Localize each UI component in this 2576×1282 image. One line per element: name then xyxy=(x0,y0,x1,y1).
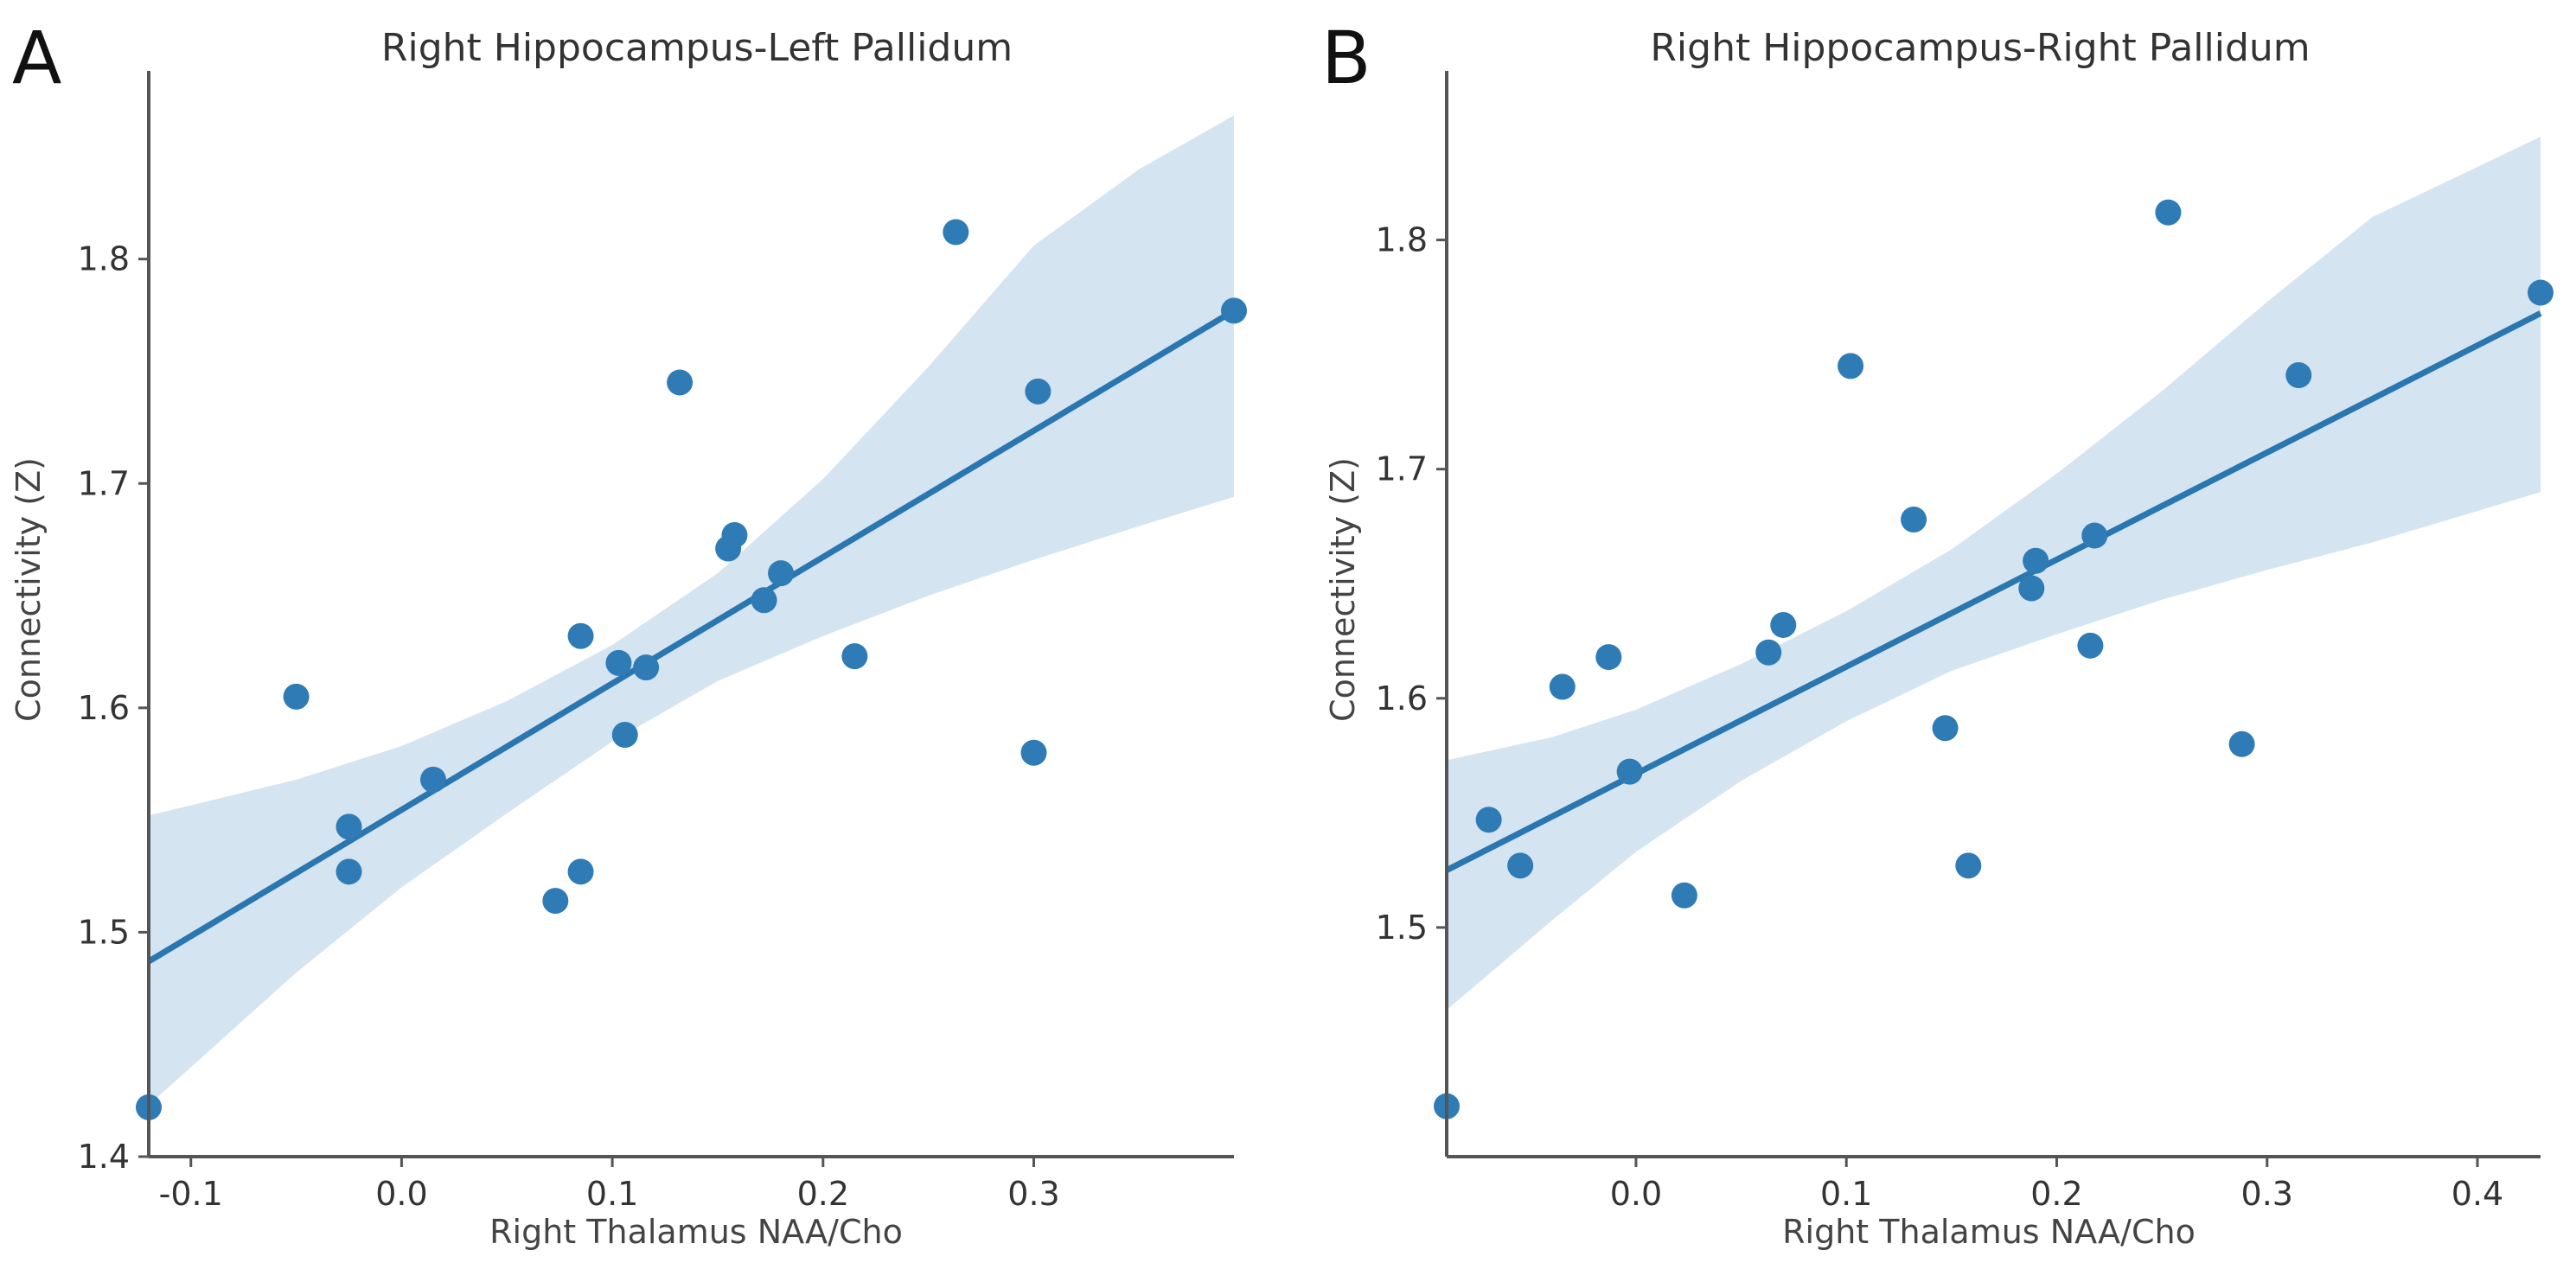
scatter-point-b-6 xyxy=(1616,758,1643,785)
scatter-point-b-12 xyxy=(1932,715,1959,742)
x-tick-label-a-3: 0.2 xyxy=(797,1175,849,1213)
scatter-point-a-19 xyxy=(1020,739,1047,766)
scatter-point-a-10 xyxy=(611,721,638,748)
scatter-point-a-5 xyxy=(419,766,446,793)
scatter-point-a-4 xyxy=(336,858,362,885)
y-tick-label-a-1: 1.5 xyxy=(78,913,130,951)
scatter-point-a-9 xyxy=(605,649,632,676)
scatter-point-b-11 xyxy=(1901,507,1927,533)
x-axis-label-a: Right Thalamus NAA/Cho xyxy=(489,1213,903,1251)
scatter-point-a-2 xyxy=(283,683,310,710)
y-tick-label-a-4: 1.8 xyxy=(78,240,130,278)
scatter-point-b-13 xyxy=(1955,852,1982,879)
y-axis-label-b: Connectivity (Z) xyxy=(1324,457,1362,722)
y-axis-label-a: Connectivity (Z) xyxy=(10,457,48,722)
panel-b: B Right Hippocampus-Right Pallidum Right… xyxy=(1321,16,2554,1251)
scatter-point-a-18 xyxy=(943,219,969,246)
chart-title-b: Right Hippocampus-Right Pallidum xyxy=(1650,26,2310,70)
scatter-point-a-11 xyxy=(633,654,660,681)
x-tick-label-b-2: 0.2 xyxy=(2030,1175,2082,1213)
y-tick-label-b-1: 1.6 xyxy=(1376,679,1428,718)
scatter-point-b-15 xyxy=(2023,547,2049,574)
scatter-point-b-20 xyxy=(2285,361,2312,388)
scatter-point-a-8 xyxy=(567,858,594,885)
chart-title-a: Right Hippocampus-Left Pallidum xyxy=(381,26,1013,70)
panel-letter-a: A xyxy=(12,16,61,100)
scatter-point-a-12 xyxy=(667,369,694,396)
regression-line-b xyxy=(1445,310,2542,873)
scatter-point-a-14 xyxy=(721,521,748,548)
scatter-point-a-21 xyxy=(1221,297,1247,324)
x-tick-label-b-0: 0.0 xyxy=(1610,1175,1662,1213)
x-tick-label-a-4: 0.3 xyxy=(1007,1175,1059,1213)
scatter-point-b-21 xyxy=(2528,279,2554,306)
y-tick-label-b-2: 1.7 xyxy=(1376,450,1428,488)
x-tick-label-b-4: 0.4 xyxy=(2451,1175,2503,1213)
panel-letter-b: B xyxy=(1321,16,1371,100)
x-axis-label-b: Right Thalamus NAA/Cho xyxy=(1782,1213,2196,1251)
scatter-point-b-2 xyxy=(1475,807,1502,833)
scatter-point-b-19 xyxy=(2228,730,2255,757)
y-tick-label-a-2: 1.6 xyxy=(78,689,130,727)
x-tick-label-b-1: 0.1 xyxy=(1820,1175,1872,1213)
scatter-point-a-20 xyxy=(1025,378,1051,405)
scatter-point-b-18 xyxy=(2155,199,2182,226)
scatter-point-a-7 xyxy=(567,622,594,649)
scatter-point-b-5 xyxy=(1595,644,1622,671)
confidence-band-a xyxy=(149,115,1234,1106)
scatter-point-b-9 xyxy=(1770,611,1797,638)
scatter-point-b-4 xyxy=(1549,673,1576,700)
x-tick-label-a-1: 0.0 xyxy=(375,1175,427,1213)
scatter-point-a-6 xyxy=(542,888,569,915)
x-tick-label-b-3: 0.3 xyxy=(2241,1175,2293,1213)
scatter-point-b-10 xyxy=(1838,353,1864,379)
panel-a: A Right Hippocampus-Left Pallidum Right … xyxy=(10,16,1247,1251)
scatter-point-a-3 xyxy=(336,813,362,840)
scatter-point-b-16 xyxy=(2077,632,2104,659)
scatter-point-b-17 xyxy=(2081,522,2108,549)
y-tick-label-a-3: 1.7 xyxy=(78,464,130,502)
y-tick-label-b-3: 1.8 xyxy=(1376,221,1428,259)
scatter-point-b-3 xyxy=(1507,852,1534,879)
x-tick-label-a-2: 0.1 xyxy=(586,1175,638,1213)
x-tick-label-a-0: -0.1 xyxy=(159,1175,223,1213)
regression-line-a xyxy=(147,308,1236,965)
confidence-band-b xyxy=(1447,137,2541,1011)
scatter-point-b-14 xyxy=(2018,575,2045,602)
y-tick-label-a-0: 1.4 xyxy=(78,1138,130,1176)
scatter-point-a-16 xyxy=(768,560,795,587)
scatter-point-a-15 xyxy=(751,587,777,614)
y-tick-label-b-0: 1.5 xyxy=(1376,909,1428,947)
scatter-point-b-8 xyxy=(1755,639,1782,666)
scatter-point-b-7 xyxy=(1671,882,1697,909)
scatter-point-a-17 xyxy=(841,643,868,670)
